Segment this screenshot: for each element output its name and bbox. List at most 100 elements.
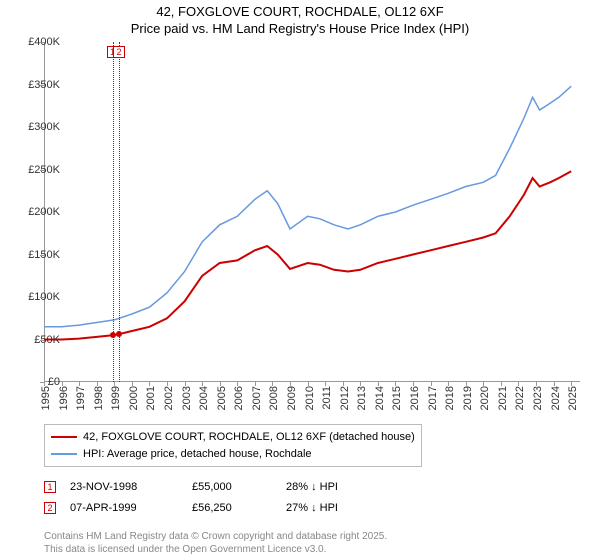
x-tick-label: 2014 <box>374 386 386 410</box>
x-tick-label: 2009 <box>286 386 298 410</box>
x-tick-mark <box>272 382 273 386</box>
x-tick-mark <box>167 382 168 386</box>
y-tick-label: £250K <box>28 164 60 176</box>
x-tick-mark <box>220 382 221 386</box>
footer: Contains HM Land Registry data © Crown c… <box>44 530 387 556</box>
tx-price: £55,000 <box>192 477 272 498</box>
x-tick-mark <box>413 382 414 386</box>
x-tick-label: 2010 <box>304 386 316 410</box>
x-tick-mark <box>448 382 449 386</box>
x-tick-mark <box>237 382 238 386</box>
x-tick-mark <box>501 382 502 386</box>
y-tick-label: £50K <box>34 334 60 346</box>
x-tick-mark <box>395 382 396 386</box>
legend: 42, FOXGLOVE COURT, ROCHDALE, OL12 6XF (… <box>44 424 580 519</box>
y-tick-label: £100K <box>28 291 60 303</box>
tx-diff: 27% ↓ HPI <box>286 498 376 519</box>
y-tick-mark <box>40 297 44 298</box>
tx-price: £56,250 <box>192 498 272 519</box>
x-tick-label: 1999 <box>110 386 122 410</box>
legend-item-hpi: HPI: Average price, detached house, Roch… <box>51 446 415 463</box>
x-tick-mark <box>378 382 379 386</box>
x-tick-mark <box>325 382 326 386</box>
chart-lines <box>44 42 580 382</box>
x-tick-label: 2007 <box>251 386 263 410</box>
legend-box: 42, FOXGLOVE COURT, ROCHDALE, OL12 6XF (… <box>44 424 422 467</box>
y-tick-label: £350K <box>28 79 60 91</box>
y-tick-mark <box>40 212 44 213</box>
transaction-dot <box>116 331 122 337</box>
x-tick-mark <box>255 382 256 386</box>
x-tick-label: 2022 <box>514 386 526 410</box>
x-tick-label: 1998 <box>93 386 105 410</box>
x-tick-label: 2002 <box>163 386 175 410</box>
x-tick-label: 2025 <box>567 386 579 410</box>
x-tick-mark <box>343 382 344 386</box>
footer-line-2: This data is licensed under the Open Gov… <box>44 543 387 556</box>
x-tick-label: 2023 <box>532 386 544 410</box>
x-tick-mark <box>114 382 115 386</box>
x-tick-mark <box>466 382 467 386</box>
x-tick-label: 2016 <box>409 386 421 410</box>
legend-swatch-hpi <box>51 453 77 455</box>
y-tick-mark <box>40 170 44 171</box>
y-tick-label: £300K <box>28 121 60 133</box>
x-tick-label: 2019 <box>462 386 474 410</box>
x-tick-label: 2012 <box>339 386 351 410</box>
x-tick-label: 2013 <box>356 386 368 410</box>
tx-idx: 1 <box>44 481 56 493</box>
transaction-marker: 2 <box>113 46 125 58</box>
y-tick-mark <box>40 127 44 128</box>
transaction-table: 1 23-NOV-1998 £55,000 28% ↓ HPI 2 07-APR-1999… <box>44 477 580 519</box>
x-tick-label: 2021 <box>497 386 509 410</box>
x-tick-label: 2017 <box>427 386 439 410</box>
y-tick-mark <box>40 42 44 43</box>
x-tick-mark <box>62 382 63 386</box>
legend-label-price: 42, FOXGLOVE COURT, ROCHDALE, OL12 6XF (… <box>83 429 415 446</box>
x-tick-mark <box>44 382 45 386</box>
x-tick-label: 1996 <box>58 386 70 410</box>
x-tick-mark <box>149 382 150 386</box>
hpi-line <box>44 86 571 327</box>
x-tick-mark <box>360 382 361 386</box>
x-tick-label: 2004 <box>198 386 210 410</box>
x-tick-mark <box>97 382 98 386</box>
x-tick-mark <box>290 382 291 386</box>
x-tick-mark <box>518 382 519 386</box>
tx-date: 07-APR-1999 <box>70 498 178 519</box>
x-tick-mark <box>308 382 309 386</box>
x-tick-label: 2005 <box>216 386 228 410</box>
transaction-row: 1 23-NOV-1998 £55,000 28% ↓ HPI <box>44 477 580 498</box>
x-tick-label: 2006 <box>233 386 245 410</box>
x-tick-label: 2001 <box>145 386 157 410</box>
x-tick-label: 1995 <box>40 386 52 410</box>
x-tick-label: 2000 <box>128 386 140 410</box>
x-tick-label: 2011 <box>321 386 333 410</box>
legend-item-price: 42, FOXGLOVE COURT, ROCHDALE, OL12 6XF (… <box>51 429 415 446</box>
x-tick-mark <box>431 382 432 386</box>
chart-subtitle: Price paid vs. HM Land Registry's House … <box>0 21 600 36</box>
footer-line-1: Contains HM Land Registry data © Crown c… <box>44 530 387 543</box>
x-tick-label: 2008 <box>268 386 280 410</box>
tx-date: 23-NOV-1998 <box>70 477 178 498</box>
x-tick-mark <box>483 382 484 386</box>
transaction-vline <box>113 42 114 382</box>
legend-label-hpi: HPI: Average price, detached house, Roch… <box>83 446 312 463</box>
tx-diff: 28% ↓ HPI <box>286 477 376 498</box>
chart-title: 42, FOXGLOVE COURT, ROCHDALE, OL12 6XF <box>0 0 600 21</box>
y-tick-label: £400K <box>28 36 60 48</box>
x-tick-mark <box>571 382 572 386</box>
x-tick-mark <box>554 382 555 386</box>
transaction-dot <box>110 332 116 338</box>
y-tick-mark <box>40 85 44 86</box>
x-tick-mark <box>132 382 133 386</box>
x-tick-mark <box>536 382 537 386</box>
x-tick-label: 2015 <box>391 386 403 410</box>
y-tick-label: £200K <box>28 206 60 218</box>
x-tick-label: 2018 <box>444 386 456 410</box>
transaction-row: 2 07-APR-1999 £56,250 27% ↓ HPI <box>44 498 580 519</box>
x-tick-label: 2020 <box>479 386 491 410</box>
y-tick-label: £150K <box>28 249 60 261</box>
tx-idx: 2 <box>44 502 56 514</box>
y-tick-mark <box>40 340 44 341</box>
